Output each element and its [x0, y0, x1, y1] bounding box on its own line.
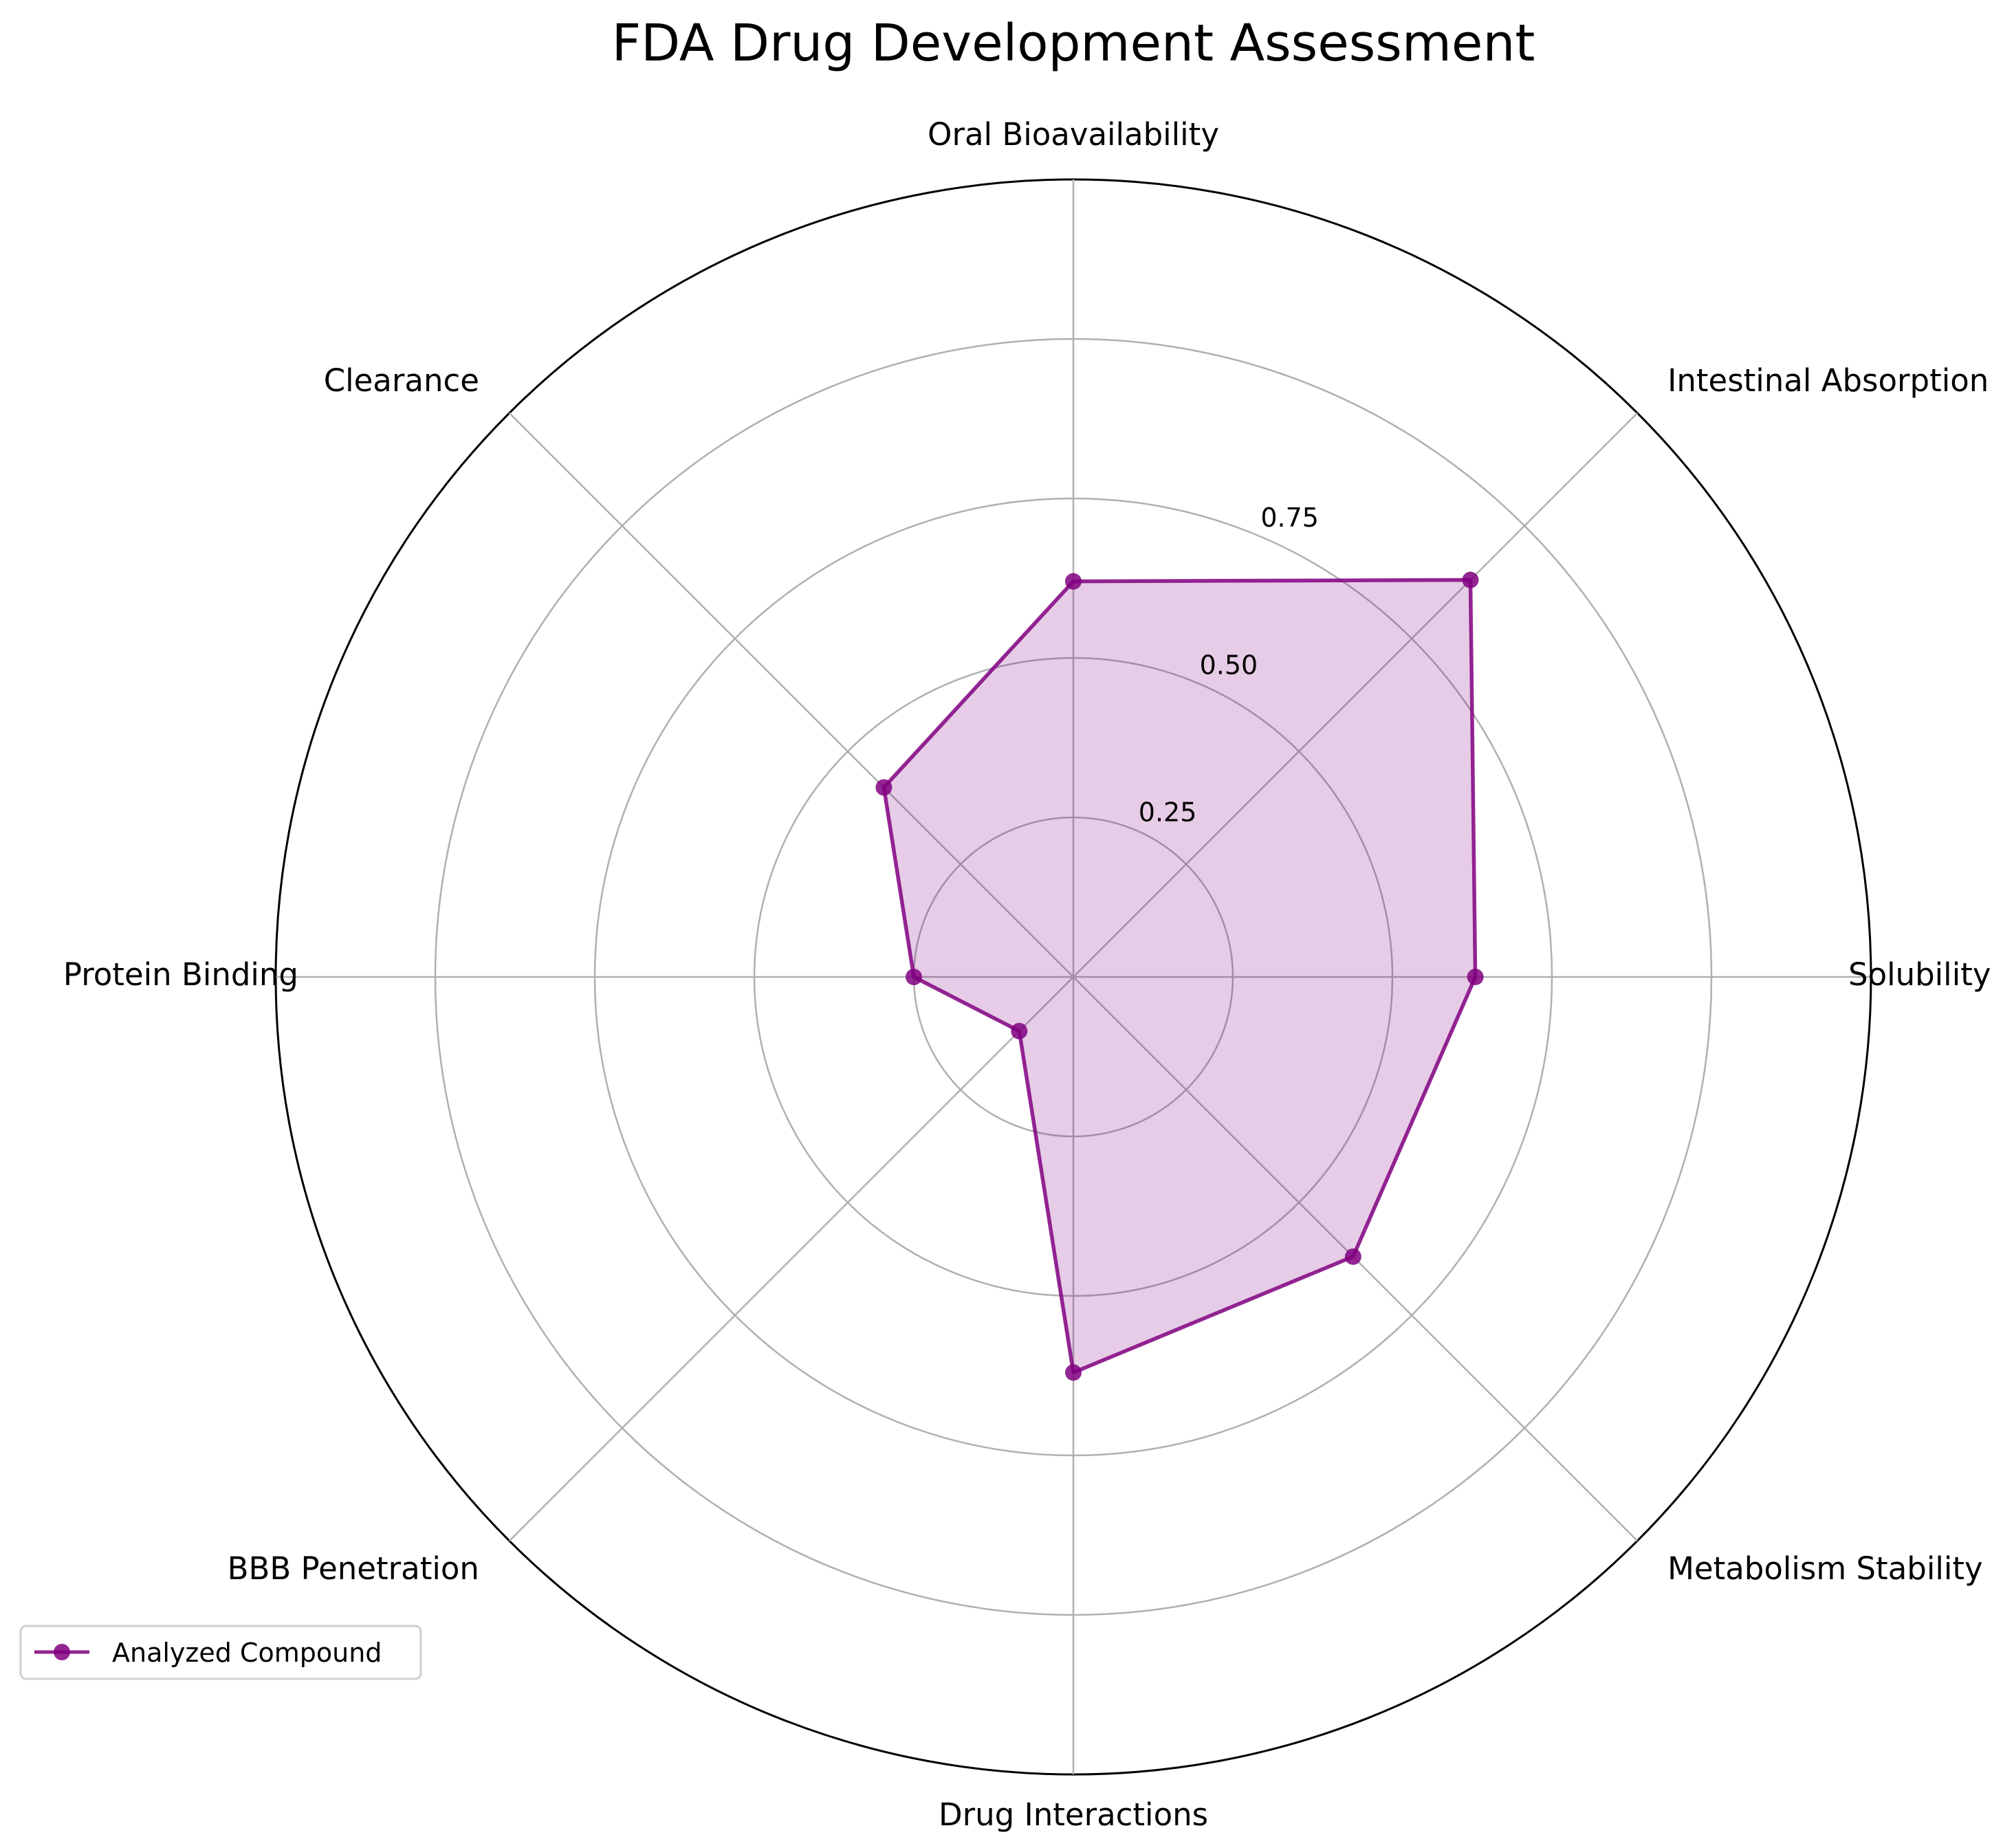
legend-frame	[19, 1625, 422, 1680]
data-point	[1065, 573, 1082, 590]
legend: Analyzed Compound	[19, 1625, 422, 1680]
label-layer: 0.25 0.50 0.75 Oral Bioavailability Intestin…	[63, 116, 1991, 1833]
radial-tick-label: 0.75	[1260, 503, 1319, 533]
radial-spoke	[1073, 412, 1639, 978]
data-point	[875, 779, 893, 796]
category-label: BBB Penetration	[228, 1550, 479, 1587]
category-label: Solubility	[1848, 956, 1991, 993]
data-point	[906, 969, 922, 985]
category-label: Drug Interactions	[939, 1796, 1208, 1833]
data-point	[1467, 969, 1484, 985]
radial-spoke	[508, 976, 1074, 1542]
category-label: Oral Bioavailability	[928, 116, 1219, 153]
series-area	[884, 580, 1476, 1373]
data-point	[1344, 1248, 1361, 1265]
category-label: Metabolism Stability	[1667, 1550, 1983, 1587]
data-point	[1011, 1022, 1028, 1040]
data-point	[1462, 571, 1479, 588]
category-label: Intestinal Absorption	[1667, 362, 1989, 399]
radial-tick-label: 0.25	[1139, 798, 1197, 828]
series-layer	[875, 571, 1484, 1381]
legend-marker-swatch	[54, 1644, 70, 1660]
legend-label: Analyzed Compound	[112, 1638, 382, 1668]
category-label: Clearance	[324, 362, 479, 399]
category-label: Protein Binding	[63, 956, 298, 993]
radial-tick-label: 0.50	[1200, 650, 1258, 680]
data-point	[1065, 1364, 1082, 1381]
radial-spoke	[508, 412, 1074, 978]
chart-title: FDA Drug Development Assessment	[612, 14, 1535, 73]
